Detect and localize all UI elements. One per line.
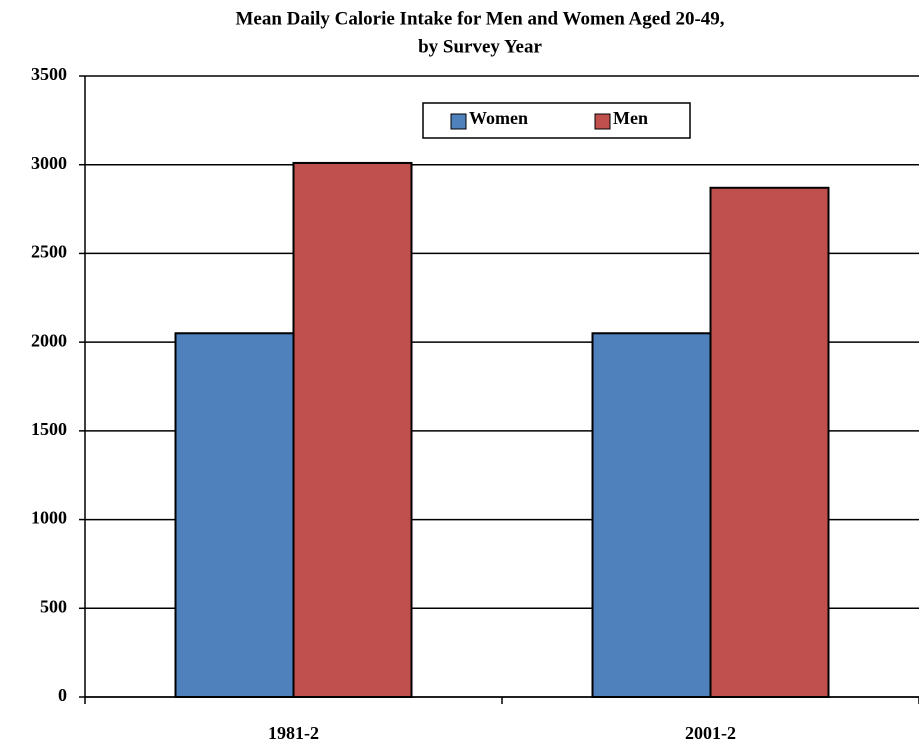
y-tick-label: 1500 — [31, 419, 67, 439]
legend-box — [422, 102, 691, 139]
x-tick-label: 2001-2 — [685, 723, 736, 743]
y-tick-label: 500 — [40, 596, 67, 616]
legend-label: Men — [613, 108, 648, 128]
chart-subtitle: by Survey Year — [418, 36, 542, 57]
y-tick-label: 2500 — [31, 242, 67, 262]
y-tick-label: 1000 — [31, 508, 67, 528]
bar — [591, 332, 712, 698]
legend-label: Women — [469, 108, 528, 128]
y-tick-label: 2000 — [31, 330, 67, 350]
bar — [709, 186, 830, 698]
y-tick-label: 3000 — [31, 153, 67, 173]
legend-swatch — [450, 113, 467, 130]
y-tick-label: 0 — [58, 685, 67, 705]
bar — [292, 161, 413, 698]
y-tick-label: 3500 — [31, 64, 67, 84]
chart-title: Mean Daily Calorie Intake for Men and Wo… — [235, 8, 724, 29]
bar — [174, 332, 295, 698]
x-tick-label: 1981-2 — [268, 723, 319, 743]
legend-swatch — [594, 113, 611, 130]
